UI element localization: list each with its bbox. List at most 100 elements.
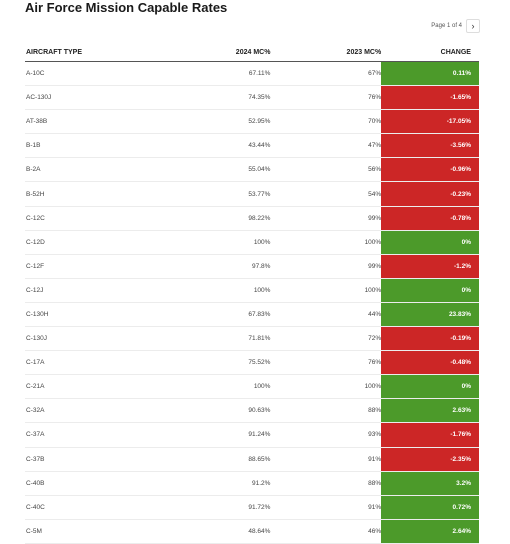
- table-row: AC-130J 74.35% 76% -1.65%: [25, 86, 479, 111]
- column-header-2024[interactable]: 2024 MC%: [235, 49, 271, 56]
- mc-2023-cell: 76%: [368, 94, 382, 102]
- table-row: C-12D 100% 100% 0%: [25, 230, 479, 255]
- change-cell: 23.83%: [381, 302, 479, 327]
- aircraft-type-cell: C-12J: [26, 286, 44, 294]
- page-indicator: Page 1 of 4: [431, 23, 462, 29]
- mc-2023-cell: 93%: [368, 431, 382, 439]
- change-cell: 0%: [381, 278, 479, 302]
- aircraft-type-cell: C-17A: [26, 359, 45, 367]
- change-cell: 3.2%: [381, 471, 479, 495]
- change-cell: -0.48%: [381, 351, 479, 375]
- table-row: C-37B 88.65% 91% -2.35%: [25, 447, 479, 472]
- aircraft-type-cell: C-32A: [26, 407, 45, 415]
- mission-capable-table: AIRCRAFT TYPE 2024 MC% 2023 MC% CHANGE A…: [25, 44, 479, 544]
- mc-2024-cell: 43.44%: [248, 142, 271, 150]
- mc-2023-cell: 99%: [368, 262, 382, 270]
- mc-2023-cell: 88%: [368, 407, 382, 415]
- table-row: A-10C 67.11% 67% 0.11%: [25, 62, 479, 87]
- mc-2024-cell: 67.11%: [248, 70, 271, 78]
- aircraft-type-cell: C-12C: [26, 214, 45, 222]
- table-row: B-1B 43.44% 47% -3.56%: [25, 134, 479, 159]
- mc-2024-cell: 91.24%: [248, 431, 271, 439]
- table-row: C-32A 90.63% 88% 2.63%: [25, 399, 479, 424]
- table-row: C-130H 67.83% 44% 23.83%: [25, 302, 479, 328]
- mc-2023-cell: 91%: [368, 455, 382, 463]
- change-cell: 0.11%: [381, 62, 479, 86]
- table-row: C-21A 100% 100% 0%: [25, 375, 479, 400]
- table-row: C-5M 48.64% 46% 2.64%: [25, 519, 479, 544]
- table-row: B-52H 53.77% 54% -0.23%: [25, 182, 479, 207]
- mc-2024-cell: 48.64%: [248, 527, 271, 535]
- mc-2023-cell: 54%: [368, 190, 382, 198]
- aircraft-type-cell: C-12F: [26, 262, 45, 270]
- table-row: C-12J 100% 100% 0%: [25, 278, 479, 303]
- mc-2023-cell: 100%: [364, 383, 382, 391]
- mc-2023-cell: 100%: [364, 238, 382, 246]
- change-cell: -0.96%: [381, 158, 479, 182]
- mc-2023-cell: 91%: [368, 503, 382, 511]
- chevron-right-icon: ›: [471, 21, 475, 31]
- change-cell: -0.23%: [381, 182, 479, 206]
- page-title: Air Force Mission Capable Rates: [25, 0, 228, 15]
- aircraft-type-cell: AC-130J: [26, 94, 52, 102]
- aircraft-type-cell: A-10C: [26, 70, 45, 78]
- mc-2023-cell: 70%: [368, 118, 382, 126]
- change-cell: 0.72%: [381, 495, 479, 519]
- change-cell: 2.64%: [381, 519, 479, 543]
- column-header-2023[interactable]: 2023 MC%: [346, 49, 382, 56]
- mc-2024-cell: 52.95%: [248, 118, 271, 126]
- pager: Page 1 of 4 ›: [431, 19, 480, 33]
- table-row: C-130J 71.81% 72% -0.19%: [25, 327, 479, 352]
- mc-2024-cell: 97.8%: [252, 262, 271, 270]
- aircraft-type-cell: B-2A: [26, 166, 41, 174]
- change-cell: -1.65%: [381, 86, 479, 110]
- table-row: C-12F 97.8% 99% -1.2%: [25, 254, 479, 279]
- aircraft-type-cell: C-21A: [26, 383, 45, 391]
- table-header: AIRCRAFT TYPE 2024 MC% 2023 MC% CHANGE: [25, 44, 479, 62]
- table-row: B-2A 55.04% 56% -0.96%: [25, 158, 479, 183]
- mc-2024-cell: 67.83%: [248, 310, 271, 318]
- table-row: AT-38B 52.95% 70% -17.05%: [25, 110, 479, 135]
- mc-2024-cell: 75.52%: [248, 359, 271, 367]
- mc-2024-cell: 100%: [253, 383, 271, 391]
- change-cell: -3.56%: [381, 134, 479, 158]
- mc-2023-cell: 46%: [368, 527, 382, 535]
- next-page-button[interactable]: ›: [466, 19, 480, 33]
- aircraft-type-cell: C-5M: [26, 527, 42, 535]
- mc-2024-cell: 88.65%: [248, 455, 271, 463]
- mc-2023-cell: 76%: [368, 359, 382, 367]
- mc-2023-cell: 72%: [368, 335, 382, 343]
- mc-2024-cell: 55.04%: [248, 166, 271, 174]
- change-cell: 2.63%: [381, 399, 479, 423]
- aircraft-type-cell: C-40B: [26, 479, 45, 487]
- change-cell: 0%: [381, 230, 479, 254]
- table-row: C-40C 91.72% 91% 0.72%: [25, 495, 479, 520]
- change-cell: -2.35%: [381, 447, 479, 471]
- table-body: A-10C 67.11% 67% 0.11% AC-130J 74.35% 76% -1.65…: [25, 62, 479, 544]
- aircraft-type-cell: C-37A: [26, 431, 45, 439]
- mc-2023-cell: 67%: [368, 70, 382, 78]
- mc-2024-cell: 90.63%: [248, 407, 271, 415]
- change-cell: -0.78%: [381, 206, 479, 230]
- table-row: C-37A 91.24% 93% -1.76%: [25, 423, 479, 448]
- aircraft-type-cell: C-130J: [26, 335, 47, 343]
- table-row: C-17A 75.52% 76% -0.48%: [25, 351, 479, 376]
- column-header-change[interactable]: CHANGE: [440, 49, 471, 56]
- aircraft-type-cell: B-1B: [26, 142, 41, 150]
- mc-2024-cell: 91.72%: [248, 503, 271, 511]
- change-cell: -17.05%: [381, 110, 479, 134]
- change-cell: -1.2%: [381, 254, 479, 278]
- aircraft-type-cell: C-12D: [26, 238, 45, 246]
- mc-2023-cell: 44%: [368, 310, 382, 318]
- mc-2024-cell: 100%: [253, 238, 271, 246]
- column-header-aircraft-type[interactable]: AIRCRAFT TYPE: [26, 49, 82, 56]
- mc-2023-cell: 88%: [368, 479, 382, 487]
- mc-2024-cell: 91.2%: [252, 479, 271, 487]
- mc-2023-cell: 47%: [368, 142, 382, 150]
- change-cell: -0.19%: [381, 327, 479, 351]
- mc-2023-cell: 100%: [364, 286, 382, 294]
- table-row: C-40B 91.2% 88% 3.2%: [25, 471, 479, 496]
- aircraft-type-cell: AT-38B: [26, 118, 48, 126]
- aircraft-type-cell: C-37B: [26, 455, 45, 463]
- mc-2024-cell: 98.22%: [248, 214, 271, 222]
